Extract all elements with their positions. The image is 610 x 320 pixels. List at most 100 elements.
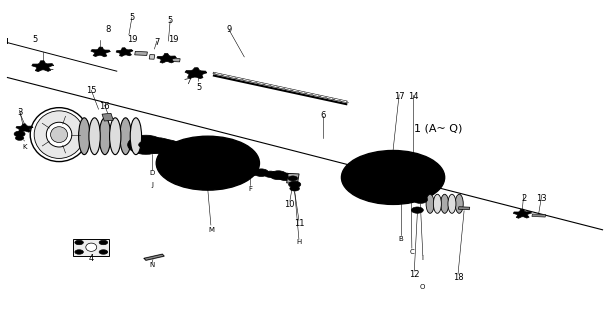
Text: K: K bbox=[22, 144, 27, 150]
Circle shape bbox=[210, 139, 216, 142]
Circle shape bbox=[245, 169, 253, 174]
Bar bbox=[170, 58, 180, 62]
Circle shape bbox=[190, 140, 195, 143]
Ellipse shape bbox=[440, 194, 449, 213]
Circle shape bbox=[167, 172, 172, 175]
Circle shape bbox=[259, 171, 264, 174]
Circle shape bbox=[520, 213, 525, 215]
Text: 16: 16 bbox=[99, 101, 110, 111]
Bar bbox=[379, 170, 407, 185]
Circle shape bbox=[98, 51, 103, 53]
Bar bbox=[73, 238, 109, 256]
Circle shape bbox=[22, 127, 27, 130]
Circle shape bbox=[192, 72, 199, 75]
Circle shape bbox=[15, 136, 24, 140]
Text: I: I bbox=[422, 255, 424, 261]
Ellipse shape bbox=[433, 194, 442, 213]
Circle shape bbox=[200, 184, 206, 187]
Circle shape bbox=[351, 155, 436, 200]
Circle shape bbox=[386, 174, 400, 181]
Text: 7: 7 bbox=[154, 38, 160, 47]
Circle shape bbox=[99, 250, 107, 254]
Circle shape bbox=[413, 196, 428, 204]
Circle shape bbox=[163, 167, 168, 170]
Ellipse shape bbox=[30, 108, 88, 162]
Circle shape bbox=[230, 143, 235, 146]
Ellipse shape bbox=[110, 118, 121, 155]
Circle shape bbox=[162, 162, 167, 164]
Bar bbox=[102, 113, 113, 121]
Circle shape bbox=[196, 157, 220, 170]
Circle shape bbox=[14, 131, 25, 137]
Text: B: B bbox=[398, 236, 403, 242]
Ellipse shape bbox=[455, 194, 463, 213]
Circle shape bbox=[254, 169, 268, 177]
Text: 5: 5 bbox=[32, 35, 37, 44]
Circle shape bbox=[210, 184, 216, 187]
Ellipse shape bbox=[89, 118, 100, 155]
Circle shape bbox=[190, 183, 195, 186]
Circle shape bbox=[173, 147, 178, 149]
Circle shape bbox=[282, 175, 289, 178]
Text: 11: 11 bbox=[293, 219, 304, 228]
Circle shape bbox=[202, 160, 214, 166]
Circle shape bbox=[278, 173, 293, 180]
Text: F: F bbox=[248, 186, 253, 192]
Circle shape bbox=[268, 173, 273, 176]
Circle shape bbox=[411, 207, 423, 213]
Circle shape bbox=[163, 142, 185, 153]
Circle shape bbox=[221, 140, 226, 143]
Bar bbox=[532, 214, 546, 217]
Ellipse shape bbox=[79, 118, 90, 155]
Polygon shape bbox=[185, 68, 207, 79]
Bar bbox=[149, 55, 155, 59]
Circle shape bbox=[122, 51, 127, 53]
Bar bbox=[287, 173, 299, 183]
Text: 19: 19 bbox=[168, 35, 179, 44]
Text: 13: 13 bbox=[537, 194, 547, 203]
Polygon shape bbox=[116, 48, 133, 56]
Circle shape bbox=[167, 151, 172, 154]
Circle shape bbox=[173, 177, 178, 180]
Polygon shape bbox=[514, 209, 531, 218]
Text: D: D bbox=[149, 170, 154, 176]
Circle shape bbox=[127, 135, 164, 154]
Circle shape bbox=[222, 162, 248, 176]
Ellipse shape bbox=[130, 118, 142, 155]
Ellipse shape bbox=[46, 122, 72, 147]
Polygon shape bbox=[32, 61, 54, 72]
Circle shape bbox=[238, 147, 243, 149]
Circle shape bbox=[248, 167, 253, 170]
Text: 5: 5 bbox=[196, 83, 201, 92]
Circle shape bbox=[230, 180, 235, 183]
Circle shape bbox=[75, 240, 84, 245]
Circle shape bbox=[164, 57, 170, 60]
Circle shape bbox=[248, 156, 253, 159]
Text: 15: 15 bbox=[86, 86, 96, 95]
Circle shape bbox=[138, 141, 153, 148]
Text: 12: 12 bbox=[409, 270, 420, 279]
Ellipse shape bbox=[99, 118, 110, 155]
Circle shape bbox=[229, 166, 241, 172]
Circle shape bbox=[238, 177, 243, 180]
Text: 5: 5 bbox=[168, 16, 173, 25]
Circle shape bbox=[369, 165, 417, 190]
Circle shape bbox=[200, 139, 206, 142]
Circle shape bbox=[270, 171, 287, 180]
Circle shape bbox=[170, 145, 178, 150]
Polygon shape bbox=[157, 53, 176, 63]
Circle shape bbox=[156, 136, 259, 190]
Circle shape bbox=[75, 250, 84, 254]
Text: O: O bbox=[420, 284, 426, 290]
Ellipse shape bbox=[120, 118, 131, 155]
Circle shape bbox=[244, 151, 249, 154]
Text: 1 (A~ Q): 1 (A~ Q) bbox=[414, 123, 463, 133]
Text: 17: 17 bbox=[394, 92, 404, 101]
Bar bbox=[459, 207, 470, 210]
Polygon shape bbox=[144, 254, 164, 260]
Ellipse shape bbox=[34, 111, 84, 158]
Text: 6: 6 bbox=[320, 111, 326, 120]
Text: C: C bbox=[409, 249, 414, 255]
Circle shape bbox=[290, 186, 300, 191]
Circle shape bbox=[409, 168, 417, 172]
